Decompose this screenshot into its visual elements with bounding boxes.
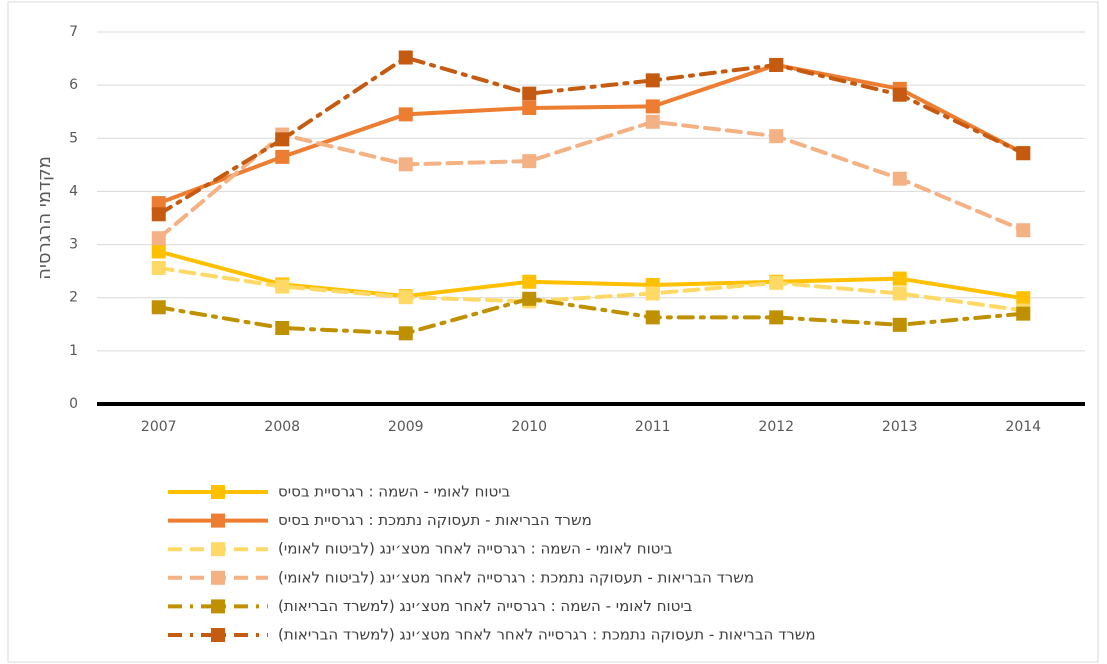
x-tick-label: 2007 bbox=[141, 419, 177, 435]
marker bbox=[892, 286, 907, 301]
y-tick-label: 3 bbox=[69, 237, 78, 253]
legend-marker bbox=[211, 599, 225, 614]
marker bbox=[398, 107, 413, 122]
marker bbox=[275, 279, 290, 294]
y-axis-title: מקדמי הרגרסיה bbox=[34, 156, 55, 280]
chart-border bbox=[7, 1, 1099, 663]
marker bbox=[398, 157, 413, 172]
marker bbox=[522, 86, 537, 101]
legend-label: משרד הבריאות - תעסוקה נתמכת : רגרסייה לא… bbox=[278, 568, 754, 586]
y-tick-label: 4 bbox=[69, 183, 78, 199]
marker bbox=[522, 291, 537, 306]
marker bbox=[151, 260, 166, 275]
x-tick-label: 2013 bbox=[882, 419, 918, 435]
marker bbox=[275, 132, 290, 147]
marker bbox=[645, 99, 660, 114]
marker bbox=[275, 321, 290, 336]
marker bbox=[769, 57, 784, 72]
marker bbox=[892, 317, 907, 332]
marker bbox=[522, 154, 537, 169]
marker bbox=[892, 171, 907, 186]
marker bbox=[1016, 146, 1031, 161]
marker bbox=[769, 129, 784, 144]
legend-marker bbox=[211, 513, 225, 528]
marker bbox=[1016, 291, 1031, 306]
x-tick-label: 2009 bbox=[388, 419, 424, 435]
marker bbox=[769, 310, 784, 325]
legend-label: ביטוח לאומי - השמה : רגרסייה לאחר מטצ׳ינ… bbox=[278, 597, 693, 615]
y-tick-label: 2 bbox=[69, 290, 78, 306]
marker bbox=[398, 326, 413, 341]
marker bbox=[151, 231, 166, 246]
x-tick-label: 2008 bbox=[264, 419, 300, 435]
marker bbox=[151, 196, 166, 211]
legend-label: ביטוח לאומי - השמה : רגרסיית בסיס bbox=[278, 483, 511, 501]
x-tick-label: 2012 bbox=[758, 419, 794, 435]
marker bbox=[645, 286, 660, 301]
marker bbox=[645, 310, 660, 325]
legend-marker bbox=[211, 628, 225, 642]
y-tick-label: 0 bbox=[69, 396, 78, 412]
series-line bbox=[156, 296, 1026, 336]
marker bbox=[892, 271, 907, 286]
marker bbox=[645, 114, 660, 129]
y-tick-label: 1 bbox=[69, 343, 78, 359]
legend-label: ביטוח לאומי - השמה : רגרסייה לאחר מטצ׳ינ… bbox=[278, 540, 673, 558]
y-tick-label: 5 bbox=[69, 130, 78, 146]
legend-label: משרד הבריאות - תעסוקה נתמכת : רגרסייה לא… bbox=[278, 626, 816, 644]
x-tick-label: 2010 bbox=[511, 419, 547, 435]
marker bbox=[151, 207, 166, 222]
marker bbox=[398, 290, 413, 305]
marker bbox=[645, 73, 660, 88]
series-line bbox=[156, 119, 1026, 241]
marker bbox=[522, 100, 537, 115]
marker bbox=[1016, 306, 1031, 321]
legend-marker bbox=[211, 570, 225, 585]
legend-label: משרד הבריאות - תעסוקה נתמכת : רגרסיית בס… bbox=[278, 511, 592, 529]
marker bbox=[1016, 223, 1031, 238]
marker bbox=[892, 87, 907, 102]
y-tick-label: 6 bbox=[69, 77, 78, 93]
x-tick-label: 2011 bbox=[635, 419, 671, 435]
marker bbox=[151, 244, 166, 259]
legend-marker bbox=[211, 542, 225, 557]
marker bbox=[398, 50, 413, 65]
series-line bbox=[156, 55, 1026, 217]
series-line bbox=[156, 265, 1026, 313]
legend-marker bbox=[211, 485, 225, 499]
x-tick-label: 2014 bbox=[1005, 419, 1041, 435]
y-tick-label: 7 bbox=[69, 24, 78, 40]
series-line bbox=[156, 62, 1026, 206]
marker bbox=[769, 275, 784, 290]
marker bbox=[275, 149, 290, 164]
marker bbox=[151, 300, 166, 315]
marker bbox=[522, 274, 537, 289]
